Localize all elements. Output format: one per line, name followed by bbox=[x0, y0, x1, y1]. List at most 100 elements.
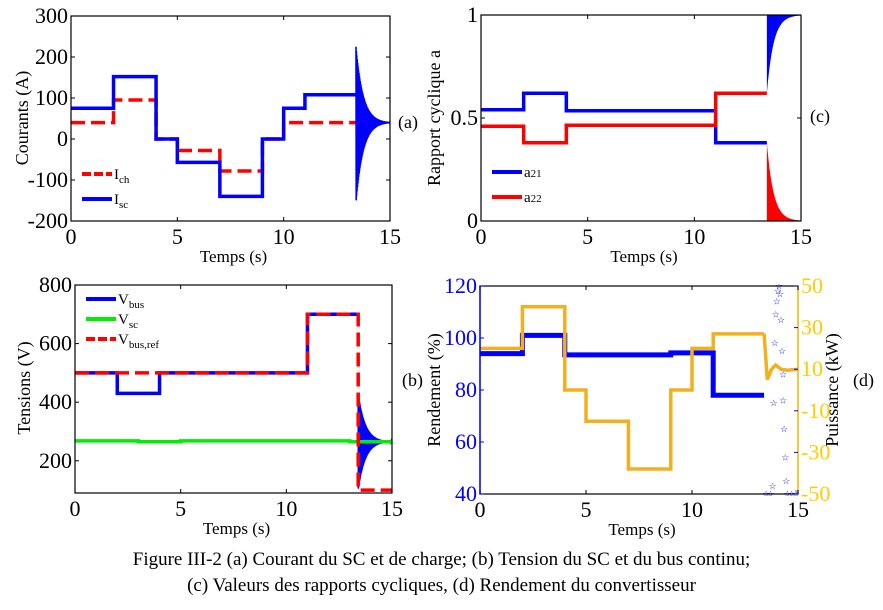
panel-label: (a) bbox=[398, 112, 418, 133]
y-tick-label: 400 bbox=[39, 389, 72, 414]
data-point-star: ☆ bbox=[762, 489, 770, 499]
x-tick-label: 15 bbox=[379, 224, 401, 249]
data-point-star: ☆ bbox=[779, 369, 787, 379]
y-tick-label: 100 bbox=[444, 325, 477, 350]
y-tick-label: -100 bbox=[28, 167, 68, 192]
x-tick-label: 5 bbox=[175, 496, 186, 521]
legend-entry: Vsc bbox=[86, 312, 138, 331]
series-a22 bbox=[481, 91, 801, 221]
x-tick-label: 0 bbox=[475, 497, 486, 522]
x-tick-label: 15 bbox=[790, 224, 812, 249]
y-tick-label: 200 bbox=[35, 44, 68, 69]
series-isc bbox=[71, 46, 390, 203]
figure-caption-line-1: Figure III-2 (a) Courant du SC et de cha… bbox=[132, 549, 751, 570]
x-tick-label: 10 bbox=[275, 496, 297, 521]
y-tick-label: 40 bbox=[455, 481, 477, 506]
series-vbus-ref bbox=[75, 312, 392, 492]
series-puissance bbox=[480, 305, 798, 471]
step-line bbox=[75, 312, 392, 492]
data-point-star: ☆ bbox=[772, 310, 780, 320]
y-tick-label: -200 bbox=[28, 208, 68, 233]
y-axis-label: Tensions (V) bbox=[14, 341, 35, 434]
data-point-star: ☆ bbox=[777, 315, 785, 325]
y2-tick-label: 50 bbox=[801, 273, 823, 298]
data-point-star: ☆ bbox=[769, 481, 777, 491]
x-axis-label: Temps (s) bbox=[203, 519, 270, 538]
y-tick-label: 600 bbox=[39, 331, 72, 356]
data-point-star: ☆ bbox=[783, 489, 791, 499]
step-line bbox=[480, 305, 765, 471]
figure-caption-line-2: (c) Valeurs des rapports cycliques, (d) … bbox=[187, 575, 696, 596]
envelope-fill bbox=[766, 142, 801, 221]
x-tick-label: 5 bbox=[581, 497, 592, 522]
y-axis-label: Rendement (%) bbox=[424, 333, 445, 446]
chart-panel-d: ☆☆☆☆☆☆☆☆☆☆☆☆☆☆☆☆☆☆☆☆☆0 5 10 15 40 60 80 100 120 -… bbox=[424, 273, 874, 539]
data-point-star: ☆ bbox=[780, 424, 788, 434]
x-tick-label: 0 bbox=[70, 496, 81, 521]
y2-tick-label: -50 bbox=[801, 481, 830, 506]
x-tick-label: 5 bbox=[582, 224, 593, 249]
chart-panel-b: 0 5 10 15 200 400 600 800 Temps (s) Tensions (V) (… bbox=[14, 272, 423, 538]
y-axis-label: Courants (A) bbox=[12, 71, 33, 165]
step-line bbox=[481, 91, 767, 145]
x-tick-label: 15 bbox=[381, 496, 403, 521]
y2-tick-label: -10 bbox=[801, 398, 830, 423]
chart-panel-a: 0 5 10 15 -200 -100 0 100 200 300 Temps (s) Courant… bbox=[12, 3, 418, 266]
series-ich bbox=[71, 98, 390, 173]
step-line bbox=[71, 74, 356, 199]
legend-label: Vbus bbox=[118, 292, 144, 311]
data-point-star: ☆ bbox=[773, 297, 781, 307]
x-axis-label: Temps (s) bbox=[610, 247, 677, 266]
data-point-star: ☆ bbox=[779, 395, 787, 405]
y-tick-label: 200 bbox=[39, 448, 72, 473]
data-point-star: ☆ bbox=[774, 286, 782, 296]
data-point-star: ☆ bbox=[794, 486, 802, 496]
x-tick-label: 10 bbox=[273, 224, 295, 249]
y-tick-label: 60 bbox=[455, 429, 477, 454]
plot-area: ☆☆☆☆☆☆☆☆☆☆☆☆☆☆☆☆☆☆☆☆☆ bbox=[480, 284, 802, 499]
x-tick-label: 15 bbox=[787, 497, 809, 522]
y2-tick-label: -30 bbox=[801, 439, 830, 464]
y-axis-label: Rapport cyclique a bbox=[424, 50, 444, 186]
data-point-star: ☆ bbox=[776, 289, 784, 299]
data-point-star: ☆ bbox=[788, 489, 796, 499]
y-tick-label: 120 bbox=[444, 273, 477, 298]
y-tick-label: 80 bbox=[455, 377, 477, 402]
legend-entry: Vbus bbox=[86, 292, 144, 311]
legend-label: a21 bbox=[524, 165, 542, 181]
step-line bbox=[75, 439, 392, 444]
legend-label: Vsc bbox=[118, 312, 138, 331]
data-point-star: ☆ bbox=[771, 338, 779, 348]
plot-area bbox=[75, 312, 392, 492]
step-line bbox=[71, 98, 390, 173]
legend-entry: Vbus,ref bbox=[86, 332, 159, 351]
transient-line bbox=[762, 333, 798, 381]
plot-area bbox=[481, 15, 801, 221]
legend-entry: a21 bbox=[492, 165, 542, 181]
y-tick-label: 100 bbox=[35, 85, 68, 110]
series-vsc bbox=[75, 439, 392, 444]
legend-label: a22 bbox=[524, 190, 542, 206]
x-tick-label: 10 bbox=[681, 497, 703, 522]
axes-frame bbox=[74, 284, 393, 494]
legend-entry: Ich bbox=[82, 167, 130, 186]
panel-label: (c) bbox=[810, 106, 830, 127]
legend: Ich Isc bbox=[82, 167, 130, 211]
data-point-star: ☆ bbox=[782, 476, 790, 486]
step-line bbox=[481, 91, 767, 145]
y-tick-label: 0 bbox=[467, 208, 478, 233]
data-point-star: ☆ bbox=[766, 489, 774, 499]
legend-label: Vbus,ref bbox=[118, 332, 159, 351]
y-tick-label: 0.5 bbox=[451, 105, 479, 130]
chart-panel-c: 0 5 10 15 0 0.5 1 Temps (s) Rapport cyclique a (c… bbox=[424, 2, 830, 266]
x-tick-label: 5 bbox=[172, 224, 183, 249]
legend: a21 a22 bbox=[492, 165, 542, 206]
legend-label: Ich bbox=[114, 167, 130, 186]
legend-entry: Isc bbox=[82, 192, 128, 211]
x-axis-label: Temps (s) bbox=[200, 247, 267, 266]
panel-label: (b) bbox=[402, 370, 423, 391]
plot-area bbox=[71, 46, 390, 203]
x-tick-label: 10 bbox=[683, 224, 705, 249]
